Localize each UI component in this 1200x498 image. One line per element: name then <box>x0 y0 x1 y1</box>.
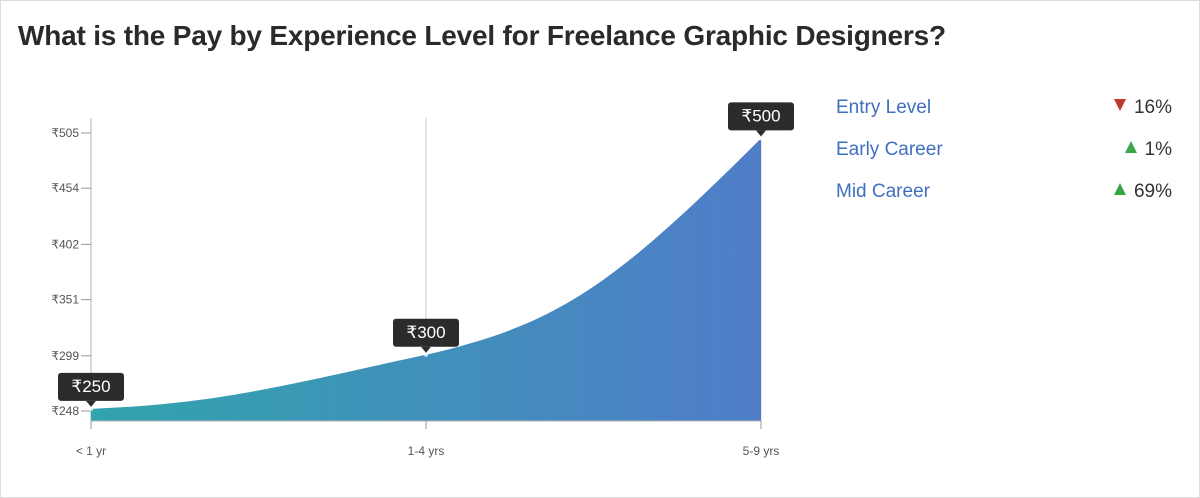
data-label-text: ₹250 <box>71 377 110 396</box>
legend-item-mid-career: Mid Career 69% <box>836 178 1176 220</box>
data-label-pointer <box>421 346 431 353</box>
y-tick-label: ₹299 <box>51 349 79 363</box>
up-arrow-icon <box>1113 183 1126 195</box>
y-tick-label: ₹351 <box>51 293 79 307</box>
legend-item-early-career: Early Career 1% <box>836 136 1176 178</box>
x-tick-label: 1-4 yrs <box>408 444 445 458</box>
up-arrow-icon <box>1124 141 1137 153</box>
legend-change-value: 1% <box>1144 139 1172 160</box>
data-label-pointer <box>756 130 766 137</box>
x-tick-label: 5-9 yrs <box>743 444 780 458</box>
data-label: ₹300 <box>393 318 459 353</box>
legend-label: Early Career <box>836 139 943 160</box>
data-label-text: ₹500 <box>741 106 780 125</box>
area-series <box>91 138 761 421</box>
y-tick-label: ₹454 <box>51 181 79 195</box>
y-tick-label: ₹248 <box>51 404 79 418</box>
legend-change-value: 16% <box>1133 97 1172 118</box>
data-label-box <box>393 318 459 347</box>
data-point <box>759 136 763 141</box>
data-label-box <box>58 372 124 401</box>
y-tick-label: ₹402 <box>51 237 79 251</box>
data-point <box>89 406 93 411</box>
legend-change: 1% <box>1124 139 1172 161</box>
legend-change: 69% <box>1113 181 1172 203</box>
chart-title: What is the Pay by Experience Level for … <box>18 20 946 51</box>
data-point <box>424 352 428 357</box>
data-label: ₹500 <box>728 102 794 137</box>
data-label: ₹250 <box>58 372 124 407</box>
legend-label: Mid Career <box>836 181 930 202</box>
x-tick-label: < 1 yr <box>76 444 106 458</box>
down-arrow-icon <box>1113 99 1126 111</box>
legend-change: 16% <box>1113 97 1172 119</box>
legend: Entry Level 16% Early Career 1% Mid Care… <box>836 94 1176 220</box>
y-tick-label: ₹505 <box>51 126 79 140</box>
data-label-box <box>728 102 794 131</box>
legend-label: Entry Level <box>836 97 932 118</box>
data-label-text: ₹300 <box>406 323 445 342</box>
legend-item-entry-level: Entry Level 16% <box>836 94 1176 136</box>
legend-change-value: 69% <box>1133 181 1172 202</box>
data-label-pointer <box>86 400 96 407</box>
